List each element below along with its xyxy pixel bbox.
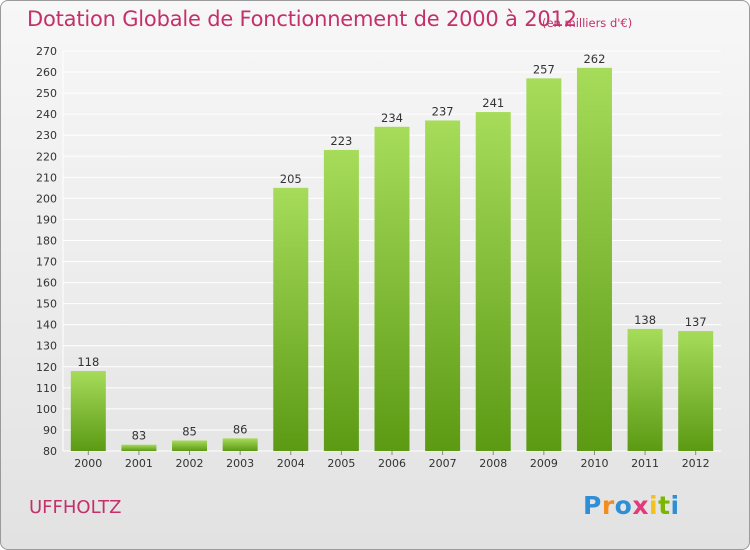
bar-value-label: 257 (533, 62, 555, 76)
bar (273, 187, 309, 451)
y-tick-label: 160 (36, 277, 57, 290)
y-tick-label: 170 (36, 256, 57, 269)
logo-letter: x (632, 491, 649, 520)
bar-value-label: 137 (685, 315, 707, 329)
y-tick-label: 140 (36, 319, 57, 332)
logo-letter: o (614, 491, 633, 520)
logo-letter: r (601, 491, 615, 520)
logo-letter: i (670, 491, 680, 520)
logo-letter: t (658, 491, 671, 520)
y-tick-label: 200 (36, 192, 57, 205)
bar-value-label: 205 (280, 172, 302, 186)
logo-letter: i (649, 491, 659, 520)
bar (172, 440, 208, 451)
x-tick-label: 2002 (176, 457, 204, 470)
bar (222, 438, 258, 451)
y-tick-label: 80 (43, 445, 57, 458)
bar-value-label: 262 (583, 52, 605, 66)
x-tick-label: 2010 (580, 457, 608, 470)
y-tick-label: 150 (36, 298, 57, 311)
y-tick-label: 180 (36, 234, 57, 247)
bar (526, 78, 562, 452)
bar (323, 149, 359, 451)
x-tick-label: 2008 (479, 457, 507, 470)
bar (425, 120, 461, 451)
bar (121, 444, 157, 451)
x-tick-label: 2003 (226, 457, 254, 470)
x-tick-label: 2005 (327, 457, 355, 470)
chart-title: Dotation Globale de Fonctionnement de 20… (27, 7, 577, 31)
y-tick-label: 210 (36, 171, 57, 184)
bars: 118 83 85 86 205 223 234 237 241 257 262 138 137 (70, 52, 714, 452)
bar (70, 371, 106, 451)
bar-value-label: 86 (233, 422, 248, 436)
x-tick-label: 2012 (682, 457, 710, 470)
bar (475, 112, 511, 451)
y-tick-label: 100 (36, 403, 57, 416)
y-tick-label: 260 (36, 66, 57, 79)
commune-name: UFFHOLTZ (29, 497, 122, 518)
chart-subtitle: (en milliers d'€) (542, 16, 633, 30)
y-tick-label: 90 (43, 424, 57, 437)
y-tick-label: 220 (36, 150, 57, 163)
x-tick-label: 2009 (530, 457, 558, 470)
bar (576, 67, 612, 451)
x-axis-ticks: 2000 2001 2002 2003 2004 2005 2006 2007 2008 2009… (74, 451, 710, 470)
bar-value-label: 234 (381, 111, 403, 125)
y-tick-label: 120 (36, 361, 57, 374)
bar-value-label: 241 (482, 96, 504, 110)
bar-value-label: 118 (77, 355, 99, 369)
y-tick-label: 250 (36, 87, 57, 100)
bar-value-label: 85 (182, 424, 197, 438)
x-tick-label: 2001 (125, 457, 153, 470)
bar (678, 331, 714, 451)
proxiti-logo[interactable]: Proxiti (583, 491, 680, 520)
bar-value-label: 237 (432, 104, 454, 118)
bar (627, 328, 663, 451)
x-tick-label: 2006 (378, 457, 406, 470)
x-tick-label: 2011 (631, 457, 659, 470)
bar-value-label: 83 (132, 429, 147, 443)
y-tick-label: 230 (36, 129, 57, 142)
bar-value-label: 138 (634, 313, 656, 327)
y-tick-label: 240 (36, 108, 57, 121)
y-axis-ticks: 80 90 100 110 120 130 140 150 160 170 180 190 200 210… (36, 45, 57, 458)
x-tick-label: 2004 (277, 457, 305, 470)
x-tick-label: 2007 (429, 457, 457, 470)
y-tick-label: 270 (36, 45, 57, 58)
logo-letter: P (583, 491, 602, 520)
y-tick-label: 130 (36, 340, 57, 353)
y-tick-label: 110 (36, 382, 57, 395)
bar (374, 126, 410, 451)
bar-value-label: 223 (330, 134, 352, 148)
x-tick-label: 2000 (74, 457, 102, 470)
y-tick-label: 190 (36, 213, 57, 226)
